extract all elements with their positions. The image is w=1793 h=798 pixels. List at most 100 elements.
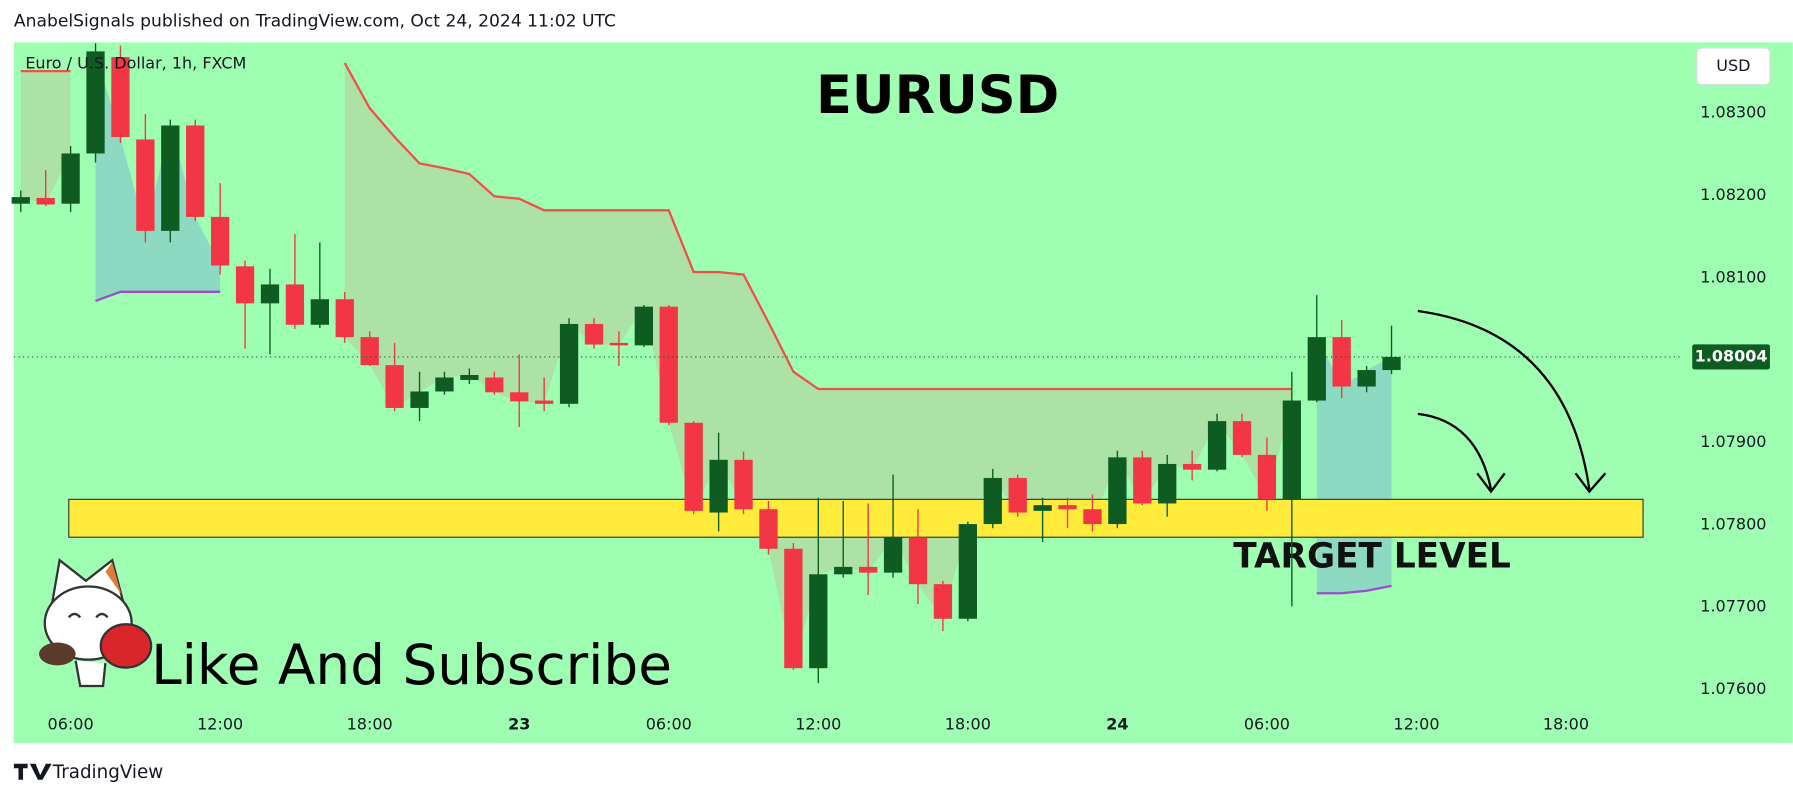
symbol-label: Euro / U.S. Dollar, 1h, FXCM [25, 54, 246, 73]
candle-body [784, 548, 803, 669]
marks [11, 43, 1401, 684]
candle-body [1382, 356, 1401, 371]
arrows [1417, 309, 1607, 494]
candle-body [460, 375, 479, 380]
x-tick-label: 06:00 [646, 714, 692, 733]
candle-body [86, 51, 105, 154]
candle-body [1033, 505, 1052, 511]
candle-body [1083, 509, 1102, 525]
indicator-fill [20, 71, 71, 205]
x-tick-label: 06:00 [48, 714, 94, 733]
candle-body [684, 422, 703, 511]
candle-body [1257, 454, 1277, 500]
x-tick-label: 18:00 [1543, 714, 1589, 733]
cat-body [74, 660, 107, 688]
y-tick-label: 1.07800 [1700, 514, 1766, 533]
candle-body [883, 537, 903, 573]
candle-body [11, 197, 30, 204]
arrow-short [1417, 412, 1493, 490]
candle-body [1307, 337, 1326, 401]
last-price-label: 1.08004 [1695, 346, 1768, 365]
candle-body [1332, 337, 1351, 387]
brand-logo [13, 763, 52, 780]
currency-button[interactable] [1696, 47, 1771, 86]
candle-body [235, 266, 255, 304]
y-tick-label: 1.08300 [1700, 103, 1766, 122]
cat-pot [39, 642, 76, 666]
candle-body [809, 574, 828, 669]
candle-body [1058, 505, 1077, 510]
candle-body [385, 365, 404, 408]
chart-title: EURUSD [816, 65, 1059, 126]
arrow-long [1417, 309, 1591, 490]
candle-body [634, 306, 653, 346]
candle-body [609, 342, 629, 346]
candle-body [1183, 463, 1202, 470]
y-tick-label: 1.08200 [1700, 185, 1766, 204]
candle-body [1133, 457, 1152, 504]
candle-body [360, 337, 379, 366]
indicator-fill [95, 51, 221, 301]
candle-body [485, 377, 504, 393]
zone-group: TARGET LEVEL [68, 498, 1644, 576]
candle-body [161, 125, 180, 231]
x-tick-label: 23 [508, 714, 530, 733]
candle-body [310, 299, 329, 325]
candle-body [709, 459, 728, 513]
candle-body [834, 566, 853, 575]
candle-body [136, 139, 155, 231]
candle-body [1008, 477, 1027, 513]
candle-body [1108, 457, 1127, 525]
candle-body [210, 216, 230, 266]
candle-body [859, 566, 878, 573]
candle-body [1357, 370, 1376, 387]
candle-body [734, 459, 753, 510]
candle-body [659, 306, 678, 423]
candle-body [435, 377, 454, 392]
candle-body [1158, 463, 1177, 504]
candle-body [559, 323, 579, 404]
x-tick-label: 12:00 [1393, 714, 1439, 733]
cat-eyes [67, 612, 109, 619]
candle-body [186, 125, 205, 217]
candle-body [285, 284, 305, 325]
candle-body [61, 153, 80, 204]
axes: 1.07600 1.07700 1.07800 1.07900 1.08100 1.082… [13, 103, 1770, 733]
candle-body [335, 299, 354, 338]
y-tick-label: 1.07600 [1700, 679, 1766, 698]
y-tick-label: 1.08100 [1700, 267, 1766, 286]
x-tick-label: 24 [1106, 714, 1128, 733]
y-tick-label: 1.07900 [1700, 432, 1766, 451]
candle-body [759, 509, 778, 549]
indicator-line [1316, 584, 1392, 595]
candle-body [410, 391, 429, 408]
candle-body [933, 584, 953, 619]
arrow-head [1574, 472, 1607, 494]
chart-background [13, 42, 1793, 744]
indicator-line [95, 290, 221, 302]
x-tick-label: 06:00 [1244, 714, 1290, 733]
x-tick-label: 12:00 [197, 714, 243, 733]
cat-cup [99, 623, 153, 669]
x-tick-label: 12:00 [795, 714, 841, 733]
last-price-tag [1692, 344, 1770, 370]
candle-body [1282, 400, 1301, 500]
arrow-head [1476, 472, 1506, 494]
indicator-fills [20, 51, 1392, 669]
cat-patch [105, 562, 122, 595]
x-tick-label: 18:00 [347, 714, 393, 733]
indicator-line [343, 62, 1292, 391]
cat-sticker [39, 558, 153, 688]
candle-body [1207, 421, 1227, 470]
candle-body [908, 537, 928, 585]
target-zone [68, 498, 1644, 538]
candle-body [534, 400, 554, 404]
candle-body [958, 524, 977, 619]
candle-body [584, 323, 604, 345]
brand-name: TradingView [52, 762, 164, 783]
zone-label: TARGET LEVEL [1233, 536, 1511, 576]
candle-body [36, 197, 55, 205]
candle-body [1232, 421, 1252, 455]
